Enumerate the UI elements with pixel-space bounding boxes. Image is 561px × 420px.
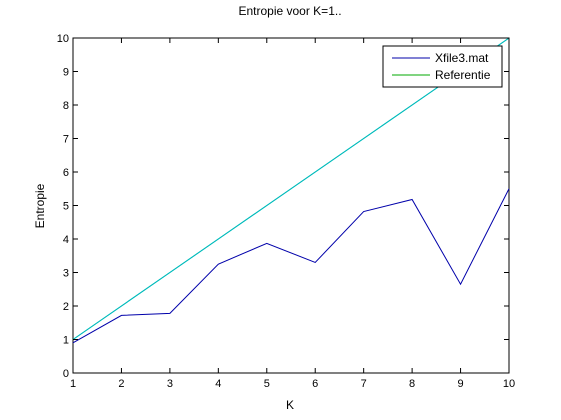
x-tick-label: 1	[70, 378, 76, 390]
y-tick-label: 7	[63, 134, 69, 146]
series-line-xfile3-mat	[72, 188, 510, 344]
x-tick-label: 8	[409, 378, 415, 390]
y-tick-label: 3	[63, 268, 69, 280]
x-axis-label: K	[286, 398, 294, 412]
x-tick-label: 9	[457, 378, 463, 390]
y-tick-label: 8	[63, 100, 69, 112]
lines-layer	[72, 37, 510, 344]
legend-box	[382, 45, 503, 88]
y-tick-label: 10	[57, 33, 69, 45]
x-tick-label: 5	[264, 378, 270, 390]
x-tick-label: 4	[215, 378, 221, 390]
chart-title: Entropie voor K=1..	[238, 4, 341, 18]
y-tick-label: 2	[63, 301, 69, 313]
x-tick-label: 7	[361, 378, 367, 390]
y-axis-label: Entropie	[33, 183, 47, 228]
legend: Xfile3.mat Referentie	[382, 45, 503, 88]
series-line-referentie	[72, 37, 510, 340]
y-tick-label: 6	[63, 167, 69, 179]
y-tick-label: 1	[63, 335, 69, 347]
x-tick-label: 6	[312, 378, 318, 390]
plot-area	[72, 37, 510, 374]
x-tick-label: 3	[167, 378, 173, 390]
y-tick-label: 0	[63, 368, 69, 380]
y-tick-label: 9	[63, 67, 69, 79]
x-tick-label: 10	[503, 378, 515, 390]
legend-label-referentie: Referentie	[435, 68, 491, 82]
x-tick-label: 2	[118, 378, 124, 390]
y-tick-label: 4	[63, 234, 69, 246]
y-tick-label: 5	[63, 201, 69, 213]
legend-label-xfile3: Xfile3.mat	[435, 51, 489, 65]
